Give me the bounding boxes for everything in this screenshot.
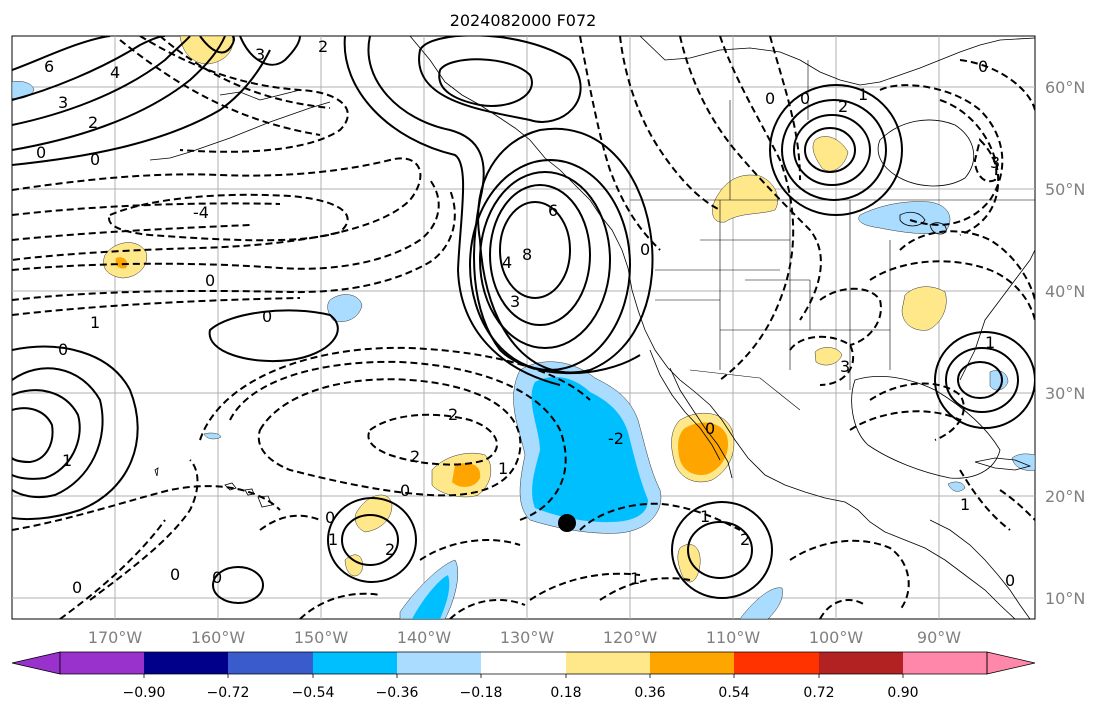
- colorbar-tick-label: −0.72: [207, 685, 250, 701]
- colorbar-ticks: [143, 674, 904, 678]
- latitude-label: 40°N: [1045, 282, 1085, 301]
- contour-label: 3: [840, 357, 850, 376]
- latitude-label: 20°N: [1045, 487, 1085, 506]
- negative-anomaly-core: [531, 377, 648, 523]
- colorbar-segment: [481, 652, 566, 674]
- contour-label: 2: [740, 530, 750, 549]
- contour-label: 0: [170, 565, 180, 584]
- map-frame: [11, 35, 1036, 620]
- contour-label: 1: [62, 451, 72, 470]
- contour-label: 0: [800, 89, 810, 108]
- contour-label: -2: [608, 429, 624, 448]
- colorbar-segment: [397, 652, 481, 674]
- colorbar-tick-label: 0.90: [887, 685, 918, 701]
- colorbar-segment: [650, 652, 734, 674]
- longitude-label: 120°W: [603, 628, 658, 647]
- colorbar-tick-label: −0.90: [123, 685, 166, 701]
- contour-label: 0: [36, 143, 46, 162]
- contour-label: 3: [255, 45, 265, 64]
- contour-label: 4: [110, 63, 120, 82]
- contour-label: 3: [58, 93, 68, 112]
- contour-label: 8: [522, 245, 532, 264]
- longitude-label: 110°W: [706, 628, 761, 647]
- colorbar-segment: [734, 652, 819, 674]
- contour-label: 2: [838, 97, 848, 116]
- contour-label: 1: [630, 569, 640, 588]
- storm-position-marker: [558, 514, 576, 532]
- contour-label: -4: [193, 203, 209, 222]
- contour-label: 0: [325, 508, 335, 527]
- contour-label: 1: [858, 85, 868, 104]
- contour-label: 6: [44, 57, 54, 76]
- colorbar: −0.90 −0.72 −0.54 −0.36 −0.18 0.18 0.36 …: [11, 651, 1036, 701]
- coastlines: [149, 36, 1035, 619]
- contour-label: 0: [262, 307, 272, 326]
- contour-label: 0: [72, 578, 82, 597]
- contour-label: 0: [1005, 571, 1015, 590]
- contour-label: 1: [498, 459, 508, 478]
- colorbar-tick-label: 0.18: [550, 685, 581, 701]
- colorbar-segment: [144, 652, 228, 674]
- contour-label: 2: [385, 540, 395, 559]
- colorbar-tick-label: −0.54: [292, 685, 335, 701]
- contour-label: 0: [90, 150, 100, 169]
- longitude-label: 130°W: [500, 628, 555, 647]
- latitude-axis: 60°N 50°N 40°N 30°N 20°N 10°N: [1045, 78, 1085, 608]
- colorbar-under-arrow: [11, 651, 61, 675]
- contour-label: 0: [765, 89, 775, 108]
- colorbar-segment: [60, 652, 144, 674]
- longitude-label: 90°W: [917, 628, 961, 647]
- contour-label: 0: [212, 568, 222, 587]
- colorbar-segment: [903, 652, 987, 674]
- colorbar-segment: [819, 652, 903, 674]
- contour-label: 1: [985, 333, 995, 352]
- map-title: 2024082000 F072: [450, 11, 597, 30]
- contour-label: 0: [205, 271, 215, 290]
- contour-label: 2: [318, 37, 328, 56]
- shaded-anomalies: [12, 36, 1035, 619]
- contour-label: 1: [328, 530, 338, 549]
- contour-label: 0: [400, 481, 410, 500]
- longitude-axis: 170°W 160°W 150°W 140°W 130°W 120°W 110°…: [88, 628, 961, 647]
- colorbar-tick-label: −0.36: [376, 685, 419, 701]
- contour-label: 3: [510, 292, 520, 311]
- colorbar-tick-label: 0.54: [718, 685, 749, 701]
- contour-label: 6: [548, 201, 558, 220]
- contour-label: 2: [88, 113, 98, 132]
- colorbar-tick-label: −0.18: [460, 685, 503, 701]
- contour-label: 0: [705, 419, 715, 438]
- latitude-label: 10°N: [1045, 589, 1085, 608]
- colorbar-segment: [228, 652, 313, 674]
- latitude-label: 30°N: [1045, 384, 1085, 403]
- contour-label: 2: [448, 405, 458, 424]
- contour-label: 0: [58, 340, 68, 359]
- contour-label: 1: [960, 495, 970, 514]
- longitude-label: 170°W: [88, 628, 143, 647]
- latitude-label: 50°N: [1045, 180, 1085, 199]
- contour-lines: [12, 36, 1035, 619]
- longitude-label: 160°W: [191, 628, 246, 647]
- contour-label: 1: [700, 507, 710, 526]
- longitude-label: 150°W: [294, 628, 349, 647]
- longitude-label: 140°W: [397, 628, 452, 647]
- contour-label: 2: [410, 447, 420, 466]
- contour-label: 0: [978, 57, 988, 76]
- contour-label: 4: [502, 253, 512, 272]
- longitude-label: 100°W: [809, 628, 864, 647]
- colorbar-tick-label: 0.72: [803, 685, 834, 701]
- colorbar-segment: [313, 652, 397, 674]
- colorbar-segment: [566, 652, 650, 674]
- latitude-label: 60°N: [1045, 78, 1085, 97]
- colorbar-tick-label: 0.36: [634, 685, 665, 701]
- contour-labels: 6 4 3 2 0 0 3 2 -4 0 1 0 0 6 8 4 3 0 2 -…: [36, 37, 1015, 597]
- contour-label: 1: [90, 313, 100, 332]
- contour-label: 3: [990, 153, 1000, 172]
- contour-label: 0: [640, 240, 650, 259]
- colorbar-over-arrow: [986, 651, 1036, 675]
